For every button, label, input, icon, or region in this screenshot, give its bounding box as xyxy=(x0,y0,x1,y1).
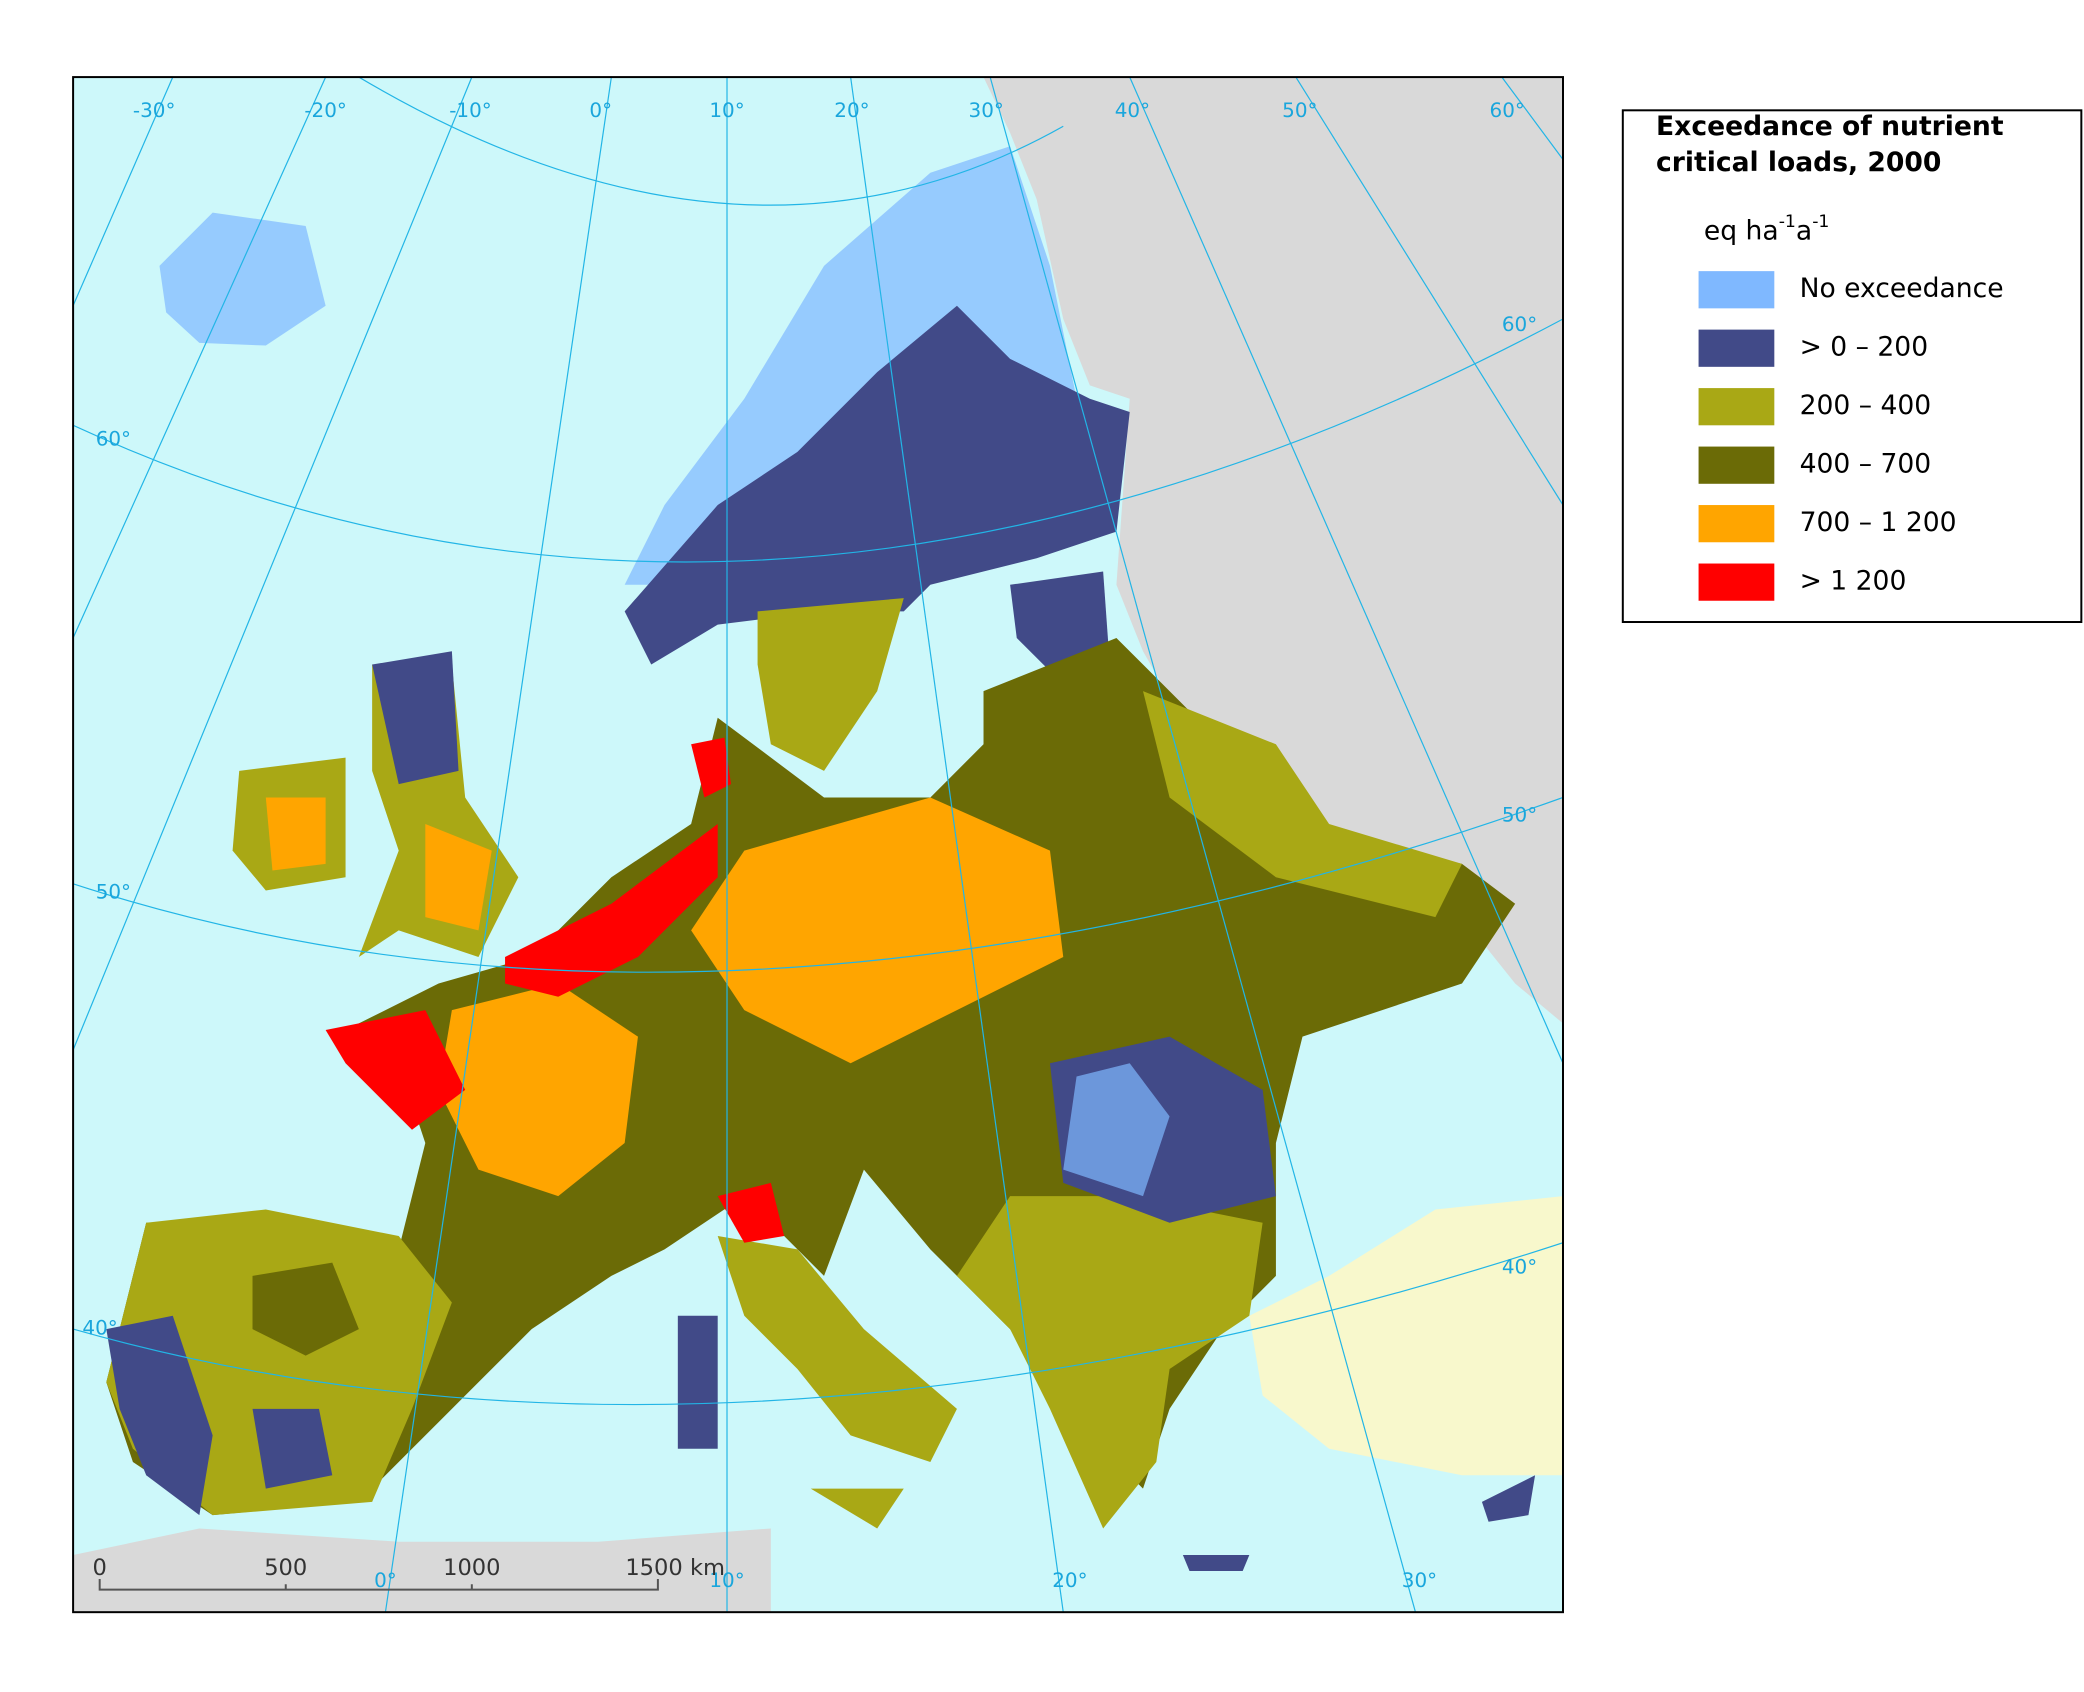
region xyxy=(717,1236,957,1462)
legend-label: > 0 – 200 xyxy=(1800,332,1929,363)
graticule-label: 60° xyxy=(96,427,131,450)
legend-swatch xyxy=(1698,329,1775,367)
region xyxy=(1010,571,1110,672)
graticule-label: 30° xyxy=(1402,1569,1437,1592)
region xyxy=(691,797,1064,1064)
graticule-label: 40° xyxy=(1502,1255,1537,1278)
region xyxy=(159,212,326,346)
region xyxy=(265,797,326,871)
map-body: -30° -20° -10° 0° 10° 20° 30° 40° 50° 60… xyxy=(73,77,1563,1613)
scale-label: 1000 xyxy=(443,1555,500,1581)
legend: Exceedance of nutrient critical loads, 2… xyxy=(1621,109,2083,624)
region xyxy=(1143,691,1462,918)
region xyxy=(252,1408,333,1489)
graticule-label: 60° xyxy=(1502,313,1537,336)
graticule-label: 20° xyxy=(1052,1569,1087,1592)
region xyxy=(691,737,731,798)
region xyxy=(624,146,1077,585)
region xyxy=(252,1262,359,1356)
graticule-label: 40° xyxy=(1115,99,1150,122)
graticule-label: -20° xyxy=(304,99,347,122)
region xyxy=(1481,1475,1536,1522)
unit-part: eq ha xyxy=(1704,215,1779,246)
map-frame xyxy=(72,76,1564,1614)
region xyxy=(810,1488,904,1529)
scale-label: 0 xyxy=(92,1555,106,1581)
legend-box xyxy=(1621,109,2083,624)
region xyxy=(425,824,492,931)
unit-exponent: -1 xyxy=(1812,212,1829,232)
unit-part: a xyxy=(1796,215,1812,246)
scale-label: 1500 km xyxy=(625,1555,725,1581)
legend-swatch xyxy=(1698,446,1775,484)
legend-title: Exceedance of nutrient xyxy=(1656,111,2004,142)
graticule-label: 10° xyxy=(709,99,744,122)
graticule-label: 50° xyxy=(1502,804,1537,827)
graticule-label: 60° xyxy=(1490,99,1525,122)
legend-label: 200 – 400 xyxy=(1800,390,1932,421)
region xyxy=(505,824,718,997)
graticule-label: -10° xyxy=(449,99,492,122)
graticule-label: 50° xyxy=(96,881,131,904)
legend-label: No exceedance xyxy=(1800,273,2004,304)
unit-exponent: -1 xyxy=(1779,212,1796,232)
legend-label: > 1 200 xyxy=(1800,566,1907,597)
region xyxy=(325,1010,466,1130)
graticule-labels: -30° -20° -10° 0° 10° 20° 30° 40° 50° 60… xyxy=(82,99,1537,1592)
region xyxy=(1182,1555,1250,1571)
graticule-label: 0° xyxy=(374,1569,397,1592)
graticule-label: 50° xyxy=(1282,99,1317,122)
region xyxy=(757,598,904,771)
graticule-label: 40° xyxy=(82,1317,117,1340)
legend-title: critical loads, 2000 xyxy=(1656,147,1941,178)
land-turkey xyxy=(1249,1196,1563,1476)
region xyxy=(956,1196,1263,1529)
land-outside xyxy=(983,77,1563,1024)
region xyxy=(106,1315,213,1516)
graticule-label: 20° xyxy=(834,99,869,122)
legend-label: 700 – 1 200 xyxy=(1800,507,1957,538)
graticule-label: 30° xyxy=(969,99,1004,122)
region xyxy=(717,1182,785,1243)
legend-swatch xyxy=(1698,505,1775,543)
scale-bar: 0 500 1000 1500 km xyxy=(92,1555,725,1591)
region xyxy=(677,1315,718,1449)
region xyxy=(438,983,638,1197)
legend-swatch xyxy=(1698,563,1775,601)
graticule-label: 10° xyxy=(709,1569,744,1592)
legend-swatch xyxy=(1698,388,1775,426)
scale-label: 500 xyxy=(264,1555,307,1581)
graticule-label: -30° xyxy=(133,99,176,122)
graticule-label: 0° xyxy=(589,99,612,122)
legend-unit: eq ha-1a-1 xyxy=(1704,212,1830,246)
graticule xyxy=(73,77,1563,1613)
map-layer: -30° -20° -10° 0° 10° 20° 30° 40° 50° 60… xyxy=(72,76,2083,1614)
region xyxy=(1063,1063,1170,1197)
region xyxy=(372,651,459,785)
legend-items: No exceedance > 0 – 200 200 – 400 400 – 700… xyxy=(1698,271,2004,601)
legend-label: 400 – 700 xyxy=(1800,449,1932,480)
legend-swatch xyxy=(1698,271,1775,309)
land-outside xyxy=(73,1528,771,1613)
region xyxy=(624,305,1130,665)
